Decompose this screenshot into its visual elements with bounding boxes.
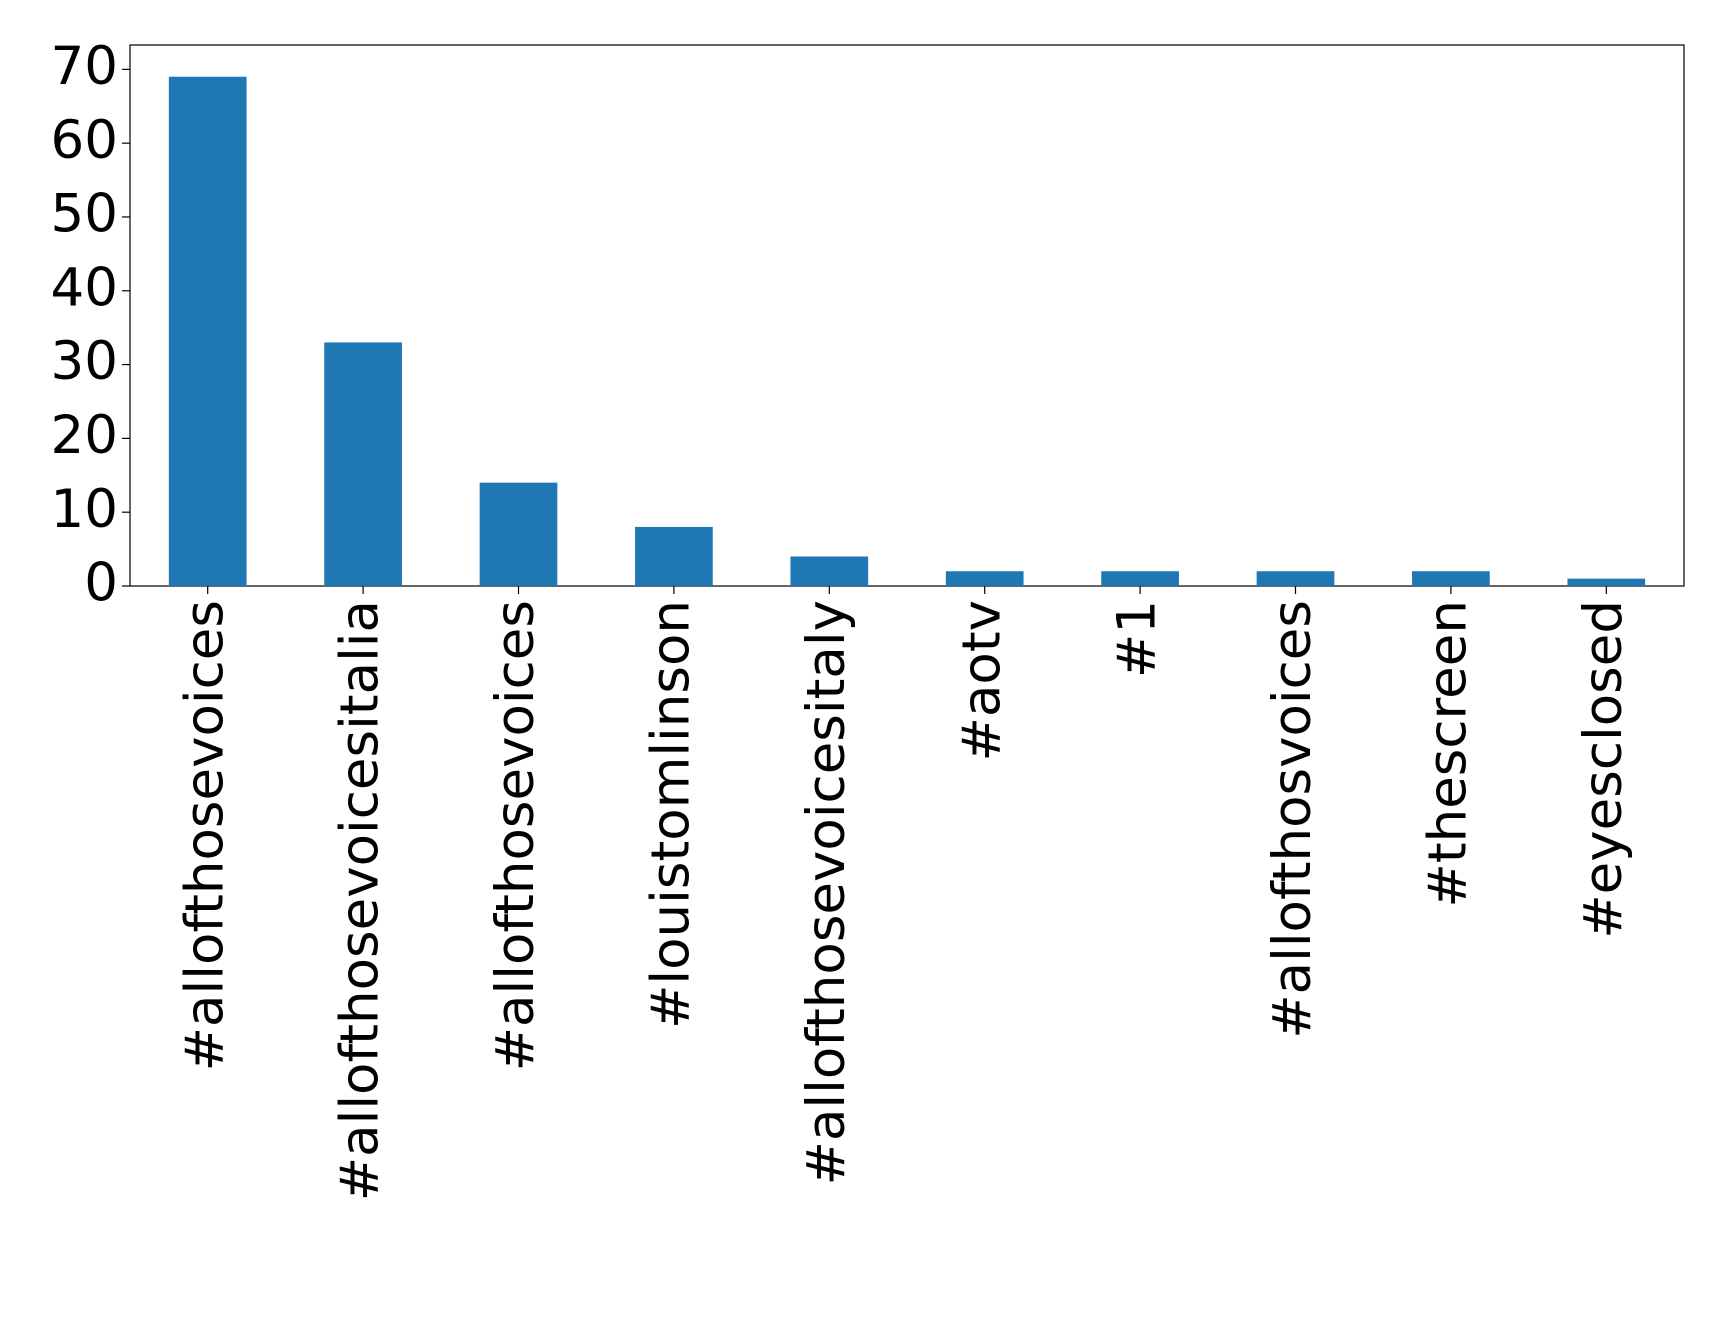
x-tick-label: #1 (1107, 600, 1168, 678)
bar (1412, 571, 1490, 586)
x-tick-label: #louistomlinson (641, 600, 702, 1029)
x-tick-label: #allofthosevoicesitaly (796, 600, 857, 1185)
plot-frame (129, 44, 1685, 587)
bar (1567, 578, 1646, 586)
x-tick-label: #eyesclosed (1573, 600, 1634, 939)
x-tick-label: #thescreen (1418, 600, 1479, 908)
y-tick-label: 30 (51, 331, 118, 392)
bar (790, 556, 869, 586)
bar (635, 526, 713, 586)
bar (1101, 571, 1179, 586)
bar (168, 76, 247, 587)
x-tick-label: #allofthosevoices (485, 600, 546, 1071)
y-tick-label: 60 (51, 110, 118, 171)
bar (479, 482, 558, 586)
bar (324, 342, 402, 586)
bar (945, 571, 1024, 586)
y-tick-label: 50 (51, 184, 118, 245)
x-tick-label: #allofthosevoices (174, 600, 235, 1071)
y-tick-label: 0 (84, 553, 118, 614)
y-tick-label: 40 (51, 257, 118, 318)
y-tick-label: 10 (51, 479, 118, 540)
x-tick-label: #aotv (951, 600, 1012, 761)
x-tick-label: #allofthosevoicesitalia (330, 600, 391, 1201)
y-tick-label: 20 (51, 405, 118, 466)
x-tick-label: #allofthosvoices (1262, 600, 1323, 1039)
bar (1256, 571, 1335, 586)
y-tick-label: 70 (51, 36, 118, 97)
